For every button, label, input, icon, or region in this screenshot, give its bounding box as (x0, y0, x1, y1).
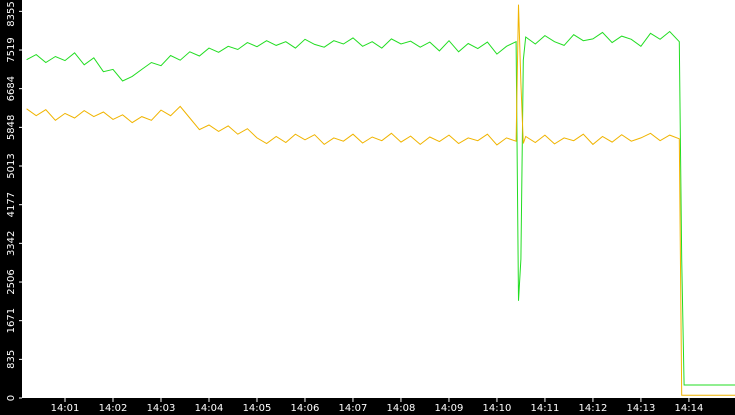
x-tick-label: 14:14 (675, 403, 704, 414)
x-tick-label: 14:08 (387, 403, 416, 414)
series-line (26, 4, 735, 396)
plot-area (22, 0, 735, 398)
x-tick-label: 14:02 (99, 403, 128, 414)
y-tick-label: 1671 (6, 308, 17, 333)
x-tick-label: 14:01 (51, 403, 80, 414)
y-tick-label: 0 (6, 395, 17, 401)
x-tick-label: 14:09 (435, 403, 464, 414)
x-tick-label: 14:12 (579, 403, 608, 414)
y-tick-label: 6684 (6, 76, 17, 101)
x-tick-label: 14:10 (483, 403, 512, 414)
y-tick-label: 5848 (6, 115, 17, 140)
x-tick-label: 14:04 (195, 403, 224, 414)
x-tick-label: 14:03 (147, 403, 176, 414)
y-tick-label: 2506 (6, 269, 17, 294)
y-tick-label: 835 (6, 350, 17, 369)
x-tick-label: 14:13 (627, 403, 656, 414)
x-tick-label: 14:05 (243, 403, 272, 414)
y-tick-label: 5013 (6, 153, 17, 178)
x-tick-label: 14:11 (531, 403, 560, 414)
y-tick-label: 8355 (6, 1, 17, 26)
y-tick-label: 7519 (6, 37, 17, 62)
series-line (26, 30, 735, 386)
y-tick-label: 3342 (6, 231, 17, 256)
x-tick-label: 14:07 (339, 403, 368, 414)
y-tick-label: 4177 (6, 192, 17, 217)
x-tick-label: 14:06 (291, 403, 320, 414)
